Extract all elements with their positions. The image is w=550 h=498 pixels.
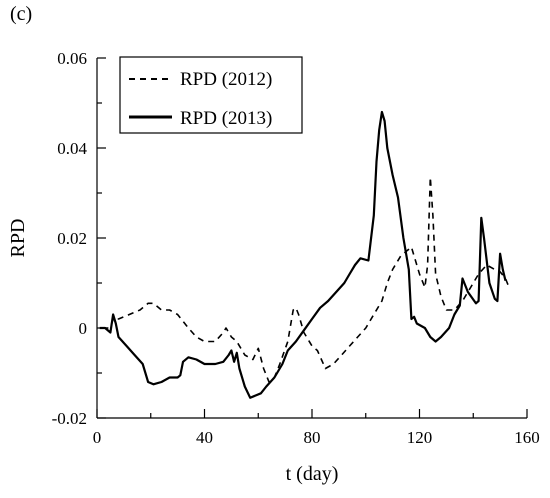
y-axis-ticks: -0.02 0 0.02 0.04 0.06: [52, 49, 106, 428]
x-tick-label: 120: [407, 428, 433, 447]
series-layer: [99, 110, 509, 399]
x-axis-label: t (day): [286, 463, 339, 485]
y-tick-label: 0.06: [57, 49, 87, 68]
x-axis-ticks: 0 40 80 120 160: [93, 409, 540, 447]
y-tick-label: -0.02: [52, 409, 87, 428]
x-tick-label: 0: [93, 428, 102, 447]
legend: RPD (2012) RPD (2013): [119, 56, 303, 134]
x-tick-label: 80: [304, 428, 321, 447]
y-tick-label: 0.04: [57, 139, 87, 158]
panel-label: (c): [10, 3, 32, 25]
y-tick-label: 0: [79, 319, 88, 338]
series-line-1: [99, 110, 507, 399]
y-tick-label: 0.02: [57, 229, 87, 248]
legend-box: [119, 56, 303, 134]
x-tick-label: 40: [196, 428, 213, 447]
y-axis-label: RPD: [7, 219, 29, 258]
legend-label-2012: RPD (2012): [180, 69, 272, 90]
legend-label-2013: RPD (2013): [180, 108, 272, 129]
x-tick-label: 160: [514, 428, 540, 447]
series-line-0: [102, 176, 509, 383]
